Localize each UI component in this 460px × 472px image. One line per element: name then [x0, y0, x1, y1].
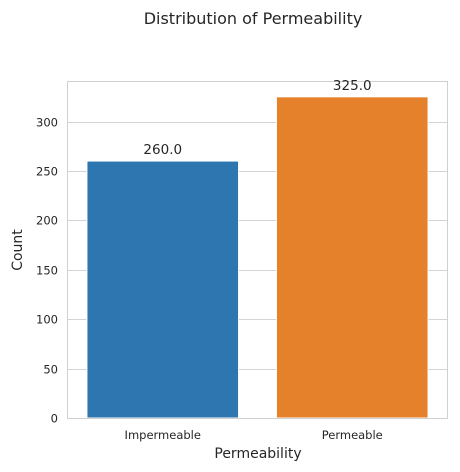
bar-value-label: 325.0 — [333, 78, 372, 94]
bar-permeable — [275, 96, 429, 419]
bar-value-label: 260.0 — [143, 142, 182, 158]
bar-data-labels: 260.0 325.0 — [143, 78, 371, 158]
y-axis-ticks: 0 50 100 150 200 250 300 — [36, 116, 58, 426]
bars — [86, 96, 429, 419]
y-tick-label: 0 — [51, 412, 58, 426]
x-axis-label: Permeability — [214, 446, 301, 462]
x-tick-label: Permeable — [322, 428, 383, 442]
y-tick-label: 300 — [36, 116, 58, 130]
plot-frame — [67, 81, 448, 419]
bar-impermeable — [86, 160, 240, 419]
y-tick-label: 200 — [36, 214, 58, 228]
y-tick-label: 150 — [36, 264, 58, 278]
y-tick-label: 250 — [36, 165, 58, 179]
x-tick-label: Impermeable — [125, 428, 201, 442]
x-axis-ticks: Impermeable Permeable — [125, 428, 383, 442]
y-tick-label: 100 — [36, 313, 58, 327]
y-axis-label: Count — [10, 229, 26, 271]
y-tick-label: 50 — [43, 363, 58, 377]
chart-title: Distribution of Permeability — [144, 9, 363, 28]
